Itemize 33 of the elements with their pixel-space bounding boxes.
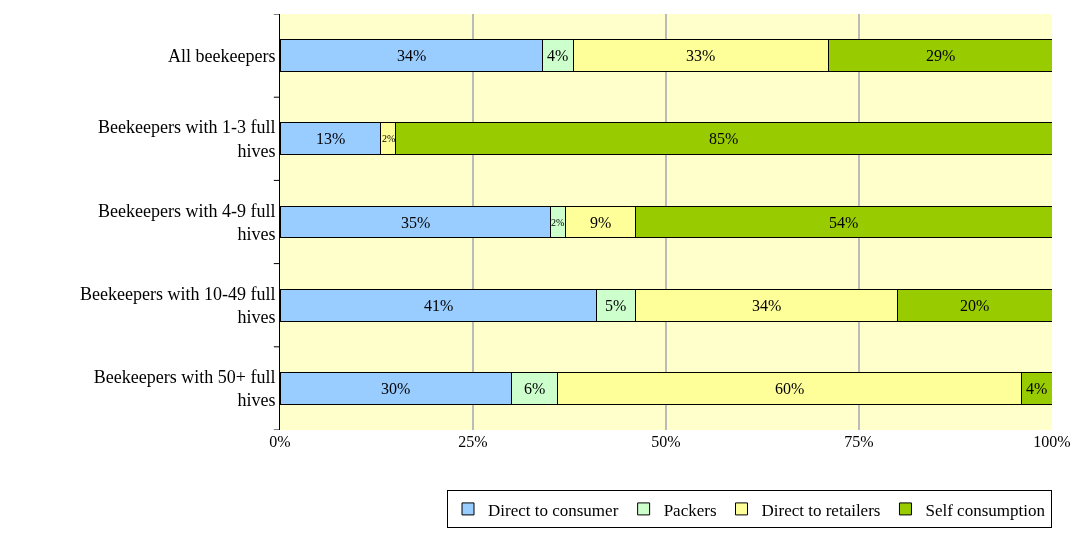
legend-label: Direct to retailers — [761, 500, 881, 520]
data-label: 2% — [382, 133, 396, 144]
data-label: 33% — [686, 47, 716, 64]
legend-label: Direct to consumer — [488, 500, 619, 520]
legend-label: Self consumption — [925, 500, 1046, 520]
data-label: 4% — [1026, 380, 1048, 397]
data-label: 9% — [590, 214, 612, 231]
data-label: 30% — [381, 380, 411, 397]
data-label: 41% — [424, 297, 454, 314]
data-label: 6% — [524, 380, 546, 397]
data-label: 2% — [551, 217, 565, 228]
y-tick-label: Beekeepers with 10-49 full hives — [79, 283, 276, 328]
x-tick-label: 100% — [1033, 433, 1071, 450]
data-label: 34% — [397, 47, 427, 64]
y-tick-label: Beekeepers with 4-9 full hives — [97, 200, 276, 244]
x-tick-label: 25% — [458, 433, 488, 450]
x-tick-label: 75% — [844, 433, 874, 450]
data-label: 60% — [775, 380, 805, 397]
legend-label: Packers — [663, 500, 717, 520]
data-label: 4% — [547, 47, 569, 64]
data-label: 35% — [401, 214, 431, 231]
x-tick-label: 50% — [651, 433, 681, 450]
data-label: 54% — [829, 214, 859, 231]
y-tick-label: Beekeepers with 50+ full hives — [93, 367, 276, 411]
x-tick-label: 0% — [269, 433, 291, 450]
data-label: 20% — [960, 297, 990, 314]
data-label: 5% — [605, 297, 627, 314]
data-label: 29% — [926, 47, 956, 64]
y-tick-label: All beekeepers — [167, 45, 276, 66]
data-label: 13% — [316, 130, 346, 147]
data-label: 34% — [752, 297, 782, 314]
data-label: 85% — [709, 130, 739, 147]
y-tick-label: Beekeepers with 1-3 full hives — [97, 117, 276, 161]
